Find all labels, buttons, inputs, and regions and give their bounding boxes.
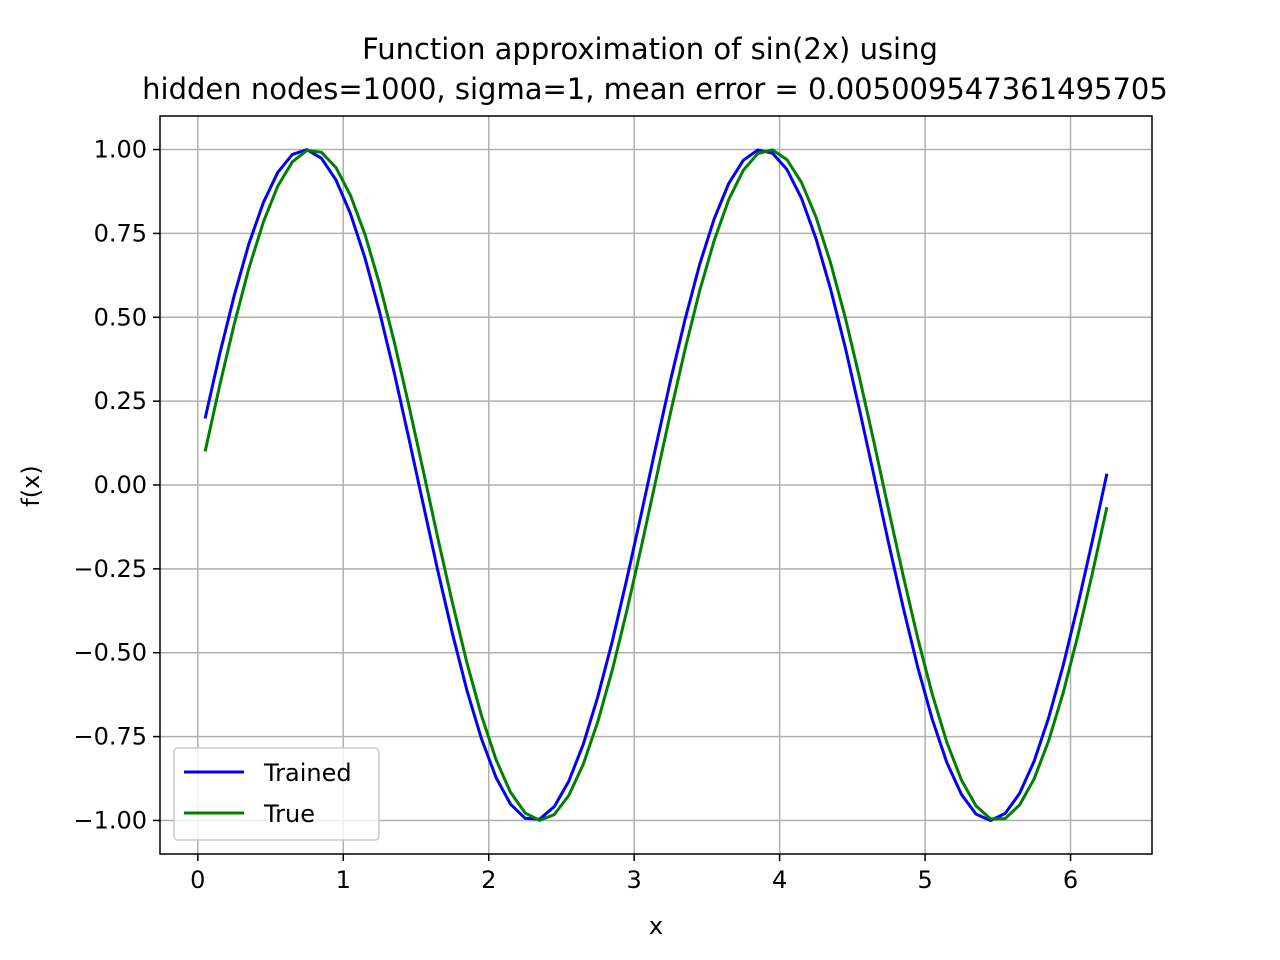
- x-tick-label-2: 2: [481, 866, 496, 894]
- grid: [160, 116, 1152, 854]
- legend-label-trained: Trained: [263, 759, 352, 787]
- series-line-true: [203, 148, 1109, 822]
- chart-title-line1: Function approximation of sin(2x) using: [362, 32, 938, 66]
- legend: Trained True: [173, 747, 380, 841]
- legend-label-true: True: [263, 800, 315, 828]
- x-tick-label-6: 6: [1063, 866, 1078, 894]
- x-tick-label-0: 0: [190, 866, 205, 894]
- y-tick-label-3: 0.25: [94, 387, 147, 415]
- x-tick-label-1: 1: [336, 866, 351, 894]
- x-tick-label-5: 5: [917, 866, 932, 894]
- x-tick-label-3: 3: [627, 866, 642, 894]
- series-lines: [203, 148, 1109, 822]
- y-tick-label-6: −0.50: [73, 639, 147, 667]
- x-axis-label: x: [649, 912, 663, 940]
- y-tick-label-5: −0.25: [73, 555, 147, 583]
- y-tick-label-8: −1.00: [73, 806, 147, 834]
- y-tick-label-7: −0.75: [73, 723, 147, 751]
- y-tick-label-1: 0.75: [94, 219, 147, 247]
- y-axis-label: f(x): [17, 465, 45, 506]
- ticks: 0 1 2 3 4 5 6 1.00 0.75 0.50 0.25 0.00 −0.25 −0.50 −0.…: [73, 136, 1078, 894]
- x-tick-label-4: 4: [772, 866, 787, 894]
- y-tick-label-4: 0.00: [94, 471, 147, 499]
- y-tick-label-0: 1.00: [94, 136, 147, 164]
- y-tick-label-2: 0.50: [94, 303, 147, 331]
- series-line-trained: [203, 148, 1109, 822]
- chart-title-line2: hidden nodes=1000, sigma=1, mean error =…: [142, 72, 1168, 106]
